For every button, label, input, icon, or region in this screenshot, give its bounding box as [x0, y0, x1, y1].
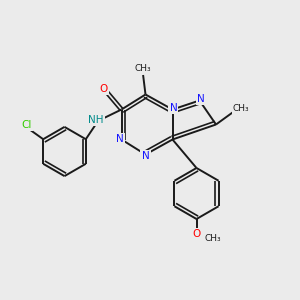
Text: O: O: [99, 83, 108, 94]
Text: N: N: [169, 103, 177, 113]
Text: CH₃: CH₃: [233, 104, 250, 113]
Text: Cl: Cl: [22, 120, 32, 130]
Text: O: O: [192, 229, 201, 239]
Text: N: N: [197, 94, 205, 104]
Text: N: N: [116, 134, 124, 145]
Text: CH₃: CH₃: [135, 64, 152, 73]
Text: N: N: [142, 151, 149, 161]
Text: CH₃: CH₃: [205, 234, 221, 243]
Text: NH: NH: [88, 115, 103, 125]
